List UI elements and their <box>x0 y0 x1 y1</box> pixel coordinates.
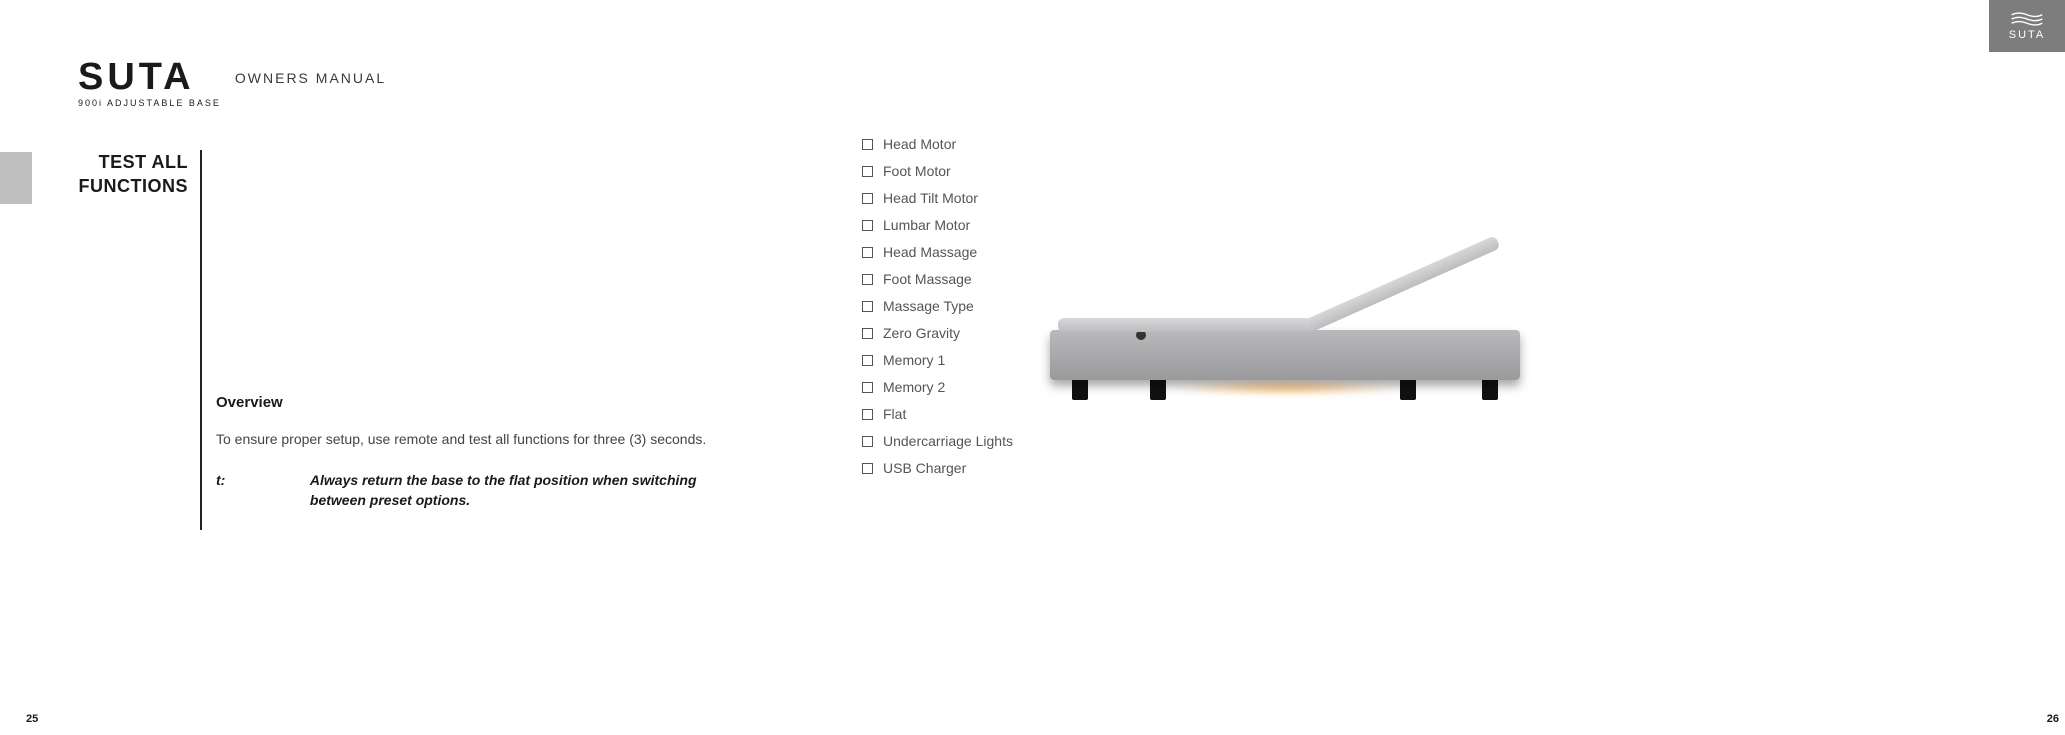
check-label: Head Tilt Motor <box>883 190 978 206</box>
check-label: Lumbar Motor <box>883 217 970 233</box>
bed-leg <box>1072 378 1088 400</box>
check-item: Memory 2 <box>862 379 1013 395</box>
waves-icon <box>2010 11 2044 27</box>
check-item: Memory 1 <box>862 352 1013 368</box>
check-label: Foot Massage <box>883 271 972 287</box>
checkbox-icon[interactable] <box>862 463 873 474</box>
logo-block: SUTA 900i ADJUSTABLE BASE <box>78 58 221 108</box>
section-title: TEST ALL FUNCTIONS <box>38 150 188 199</box>
bed-leg <box>1150 378 1166 400</box>
corner-brand-badge: SUTA <box>1989 0 2065 52</box>
check-item: Foot Massage <box>862 271 1013 287</box>
bed-leg <box>1482 378 1498 400</box>
bed-base <box>1050 330 1520 380</box>
check-label: Zero Gravity <box>883 325 960 341</box>
check-item: Head Motor <box>862 136 1013 152</box>
check-label: Memory 1 <box>883 352 945 368</box>
checkbox-icon[interactable] <box>862 409 873 420</box>
check-label: USB Charger <box>883 460 966 476</box>
checkbox-icon[interactable] <box>862 193 873 204</box>
side-tab <box>0 152 32 204</box>
undercarriage-glow <box>1170 380 1400 396</box>
checkbox-icon[interactable] <box>862 274 873 285</box>
check-item: Head Massage <box>862 244 1013 260</box>
check-item: USB Charger <box>862 460 1013 476</box>
page-spread: SUTA 900i ADJUSTABLE BASE OWNERS MANUAL … <box>0 0 2065 735</box>
checkbox-icon[interactable] <box>862 301 873 312</box>
logo-text: SUTA <box>78 58 221 96</box>
product-illustration <box>1050 230 1520 400</box>
checkbox-icon[interactable] <box>862 436 873 447</box>
overview-heading: Overview <box>216 394 776 411</box>
corner-brand-text: SUTA <box>2009 29 2046 41</box>
check-label: Memory 2 <box>883 379 945 395</box>
checkbox-icon[interactable] <box>862 139 873 150</box>
check-item: Flat <box>862 406 1013 422</box>
check-item: Lumbar Motor <box>862 217 1013 233</box>
section-divider <box>200 150 202 530</box>
checkbox-icon[interactable] <box>862 220 873 231</box>
page-number-left: 25 <box>26 713 38 725</box>
checkbox-icon[interactable] <box>862 166 873 177</box>
check-label: Undercarriage Lights <box>883 433 1013 449</box>
checkbox-icon[interactable] <box>862 247 873 258</box>
page-number-right: 26 <box>2047 713 2059 725</box>
check-label: Flat <box>883 406 906 422</box>
note-text: Always return the base to the flat posit… <box>310 470 740 511</box>
check-item: Undercarriage Lights <box>862 433 1013 449</box>
mattress-raised-section <box>1303 235 1501 333</box>
check-label: Head Massage <box>883 244 977 260</box>
checkbox-icon[interactable] <box>862 328 873 339</box>
checkbox-icon[interactable] <box>862 355 873 366</box>
check-item: Zero Gravity <box>862 325 1013 341</box>
overview-body: To ensure proper setup, use remote and t… <box>216 429 776 450</box>
note-row: t: Always return the base to the flat po… <box>216 470 776 511</box>
section-title-line1: TEST ALL <box>99 152 188 172</box>
check-label: Massage Type <box>883 298 974 314</box>
header: SUTA 900i ADJUSTABLE BASE OWNERS MANUAL <box>78 58 386 108</box>
note-label: t: <box>216 470 306 490</box>
checklist: Head Motor Foot Motor Head Tilt Motor Lumba… <box>862 136 1013 487</box>
checkbox-icon[interactable] <box>862 382 873 393</box>
header-title: OWNERS MANUAL <box>235 70 386 86</box>
check-item: Foot Motor <box>862 163 1013 179</box>
logo-model-line: 900i ADJUSTABLE BASE <box>78 98 221 108</box>
mattress-flat-section <box>1058 318 1318 332</box>
overview-block: Overview To ensure proper setup, use rem… <box>216 394 776 511</box>
check-item: Head Tilt Motor <box>862 190 1013 206</box>
check-label: Head Motor <box>883 136 956 152</box>
check-item: Massage Type <box>862 298 1013 314</box>
check-label: Foot Motor <box>883 163 951 179</box>
bed-leg <box>1400 378 1416 400</box>
section-title-line2: FUNCTIONS <box>79 176 189 196</box>
